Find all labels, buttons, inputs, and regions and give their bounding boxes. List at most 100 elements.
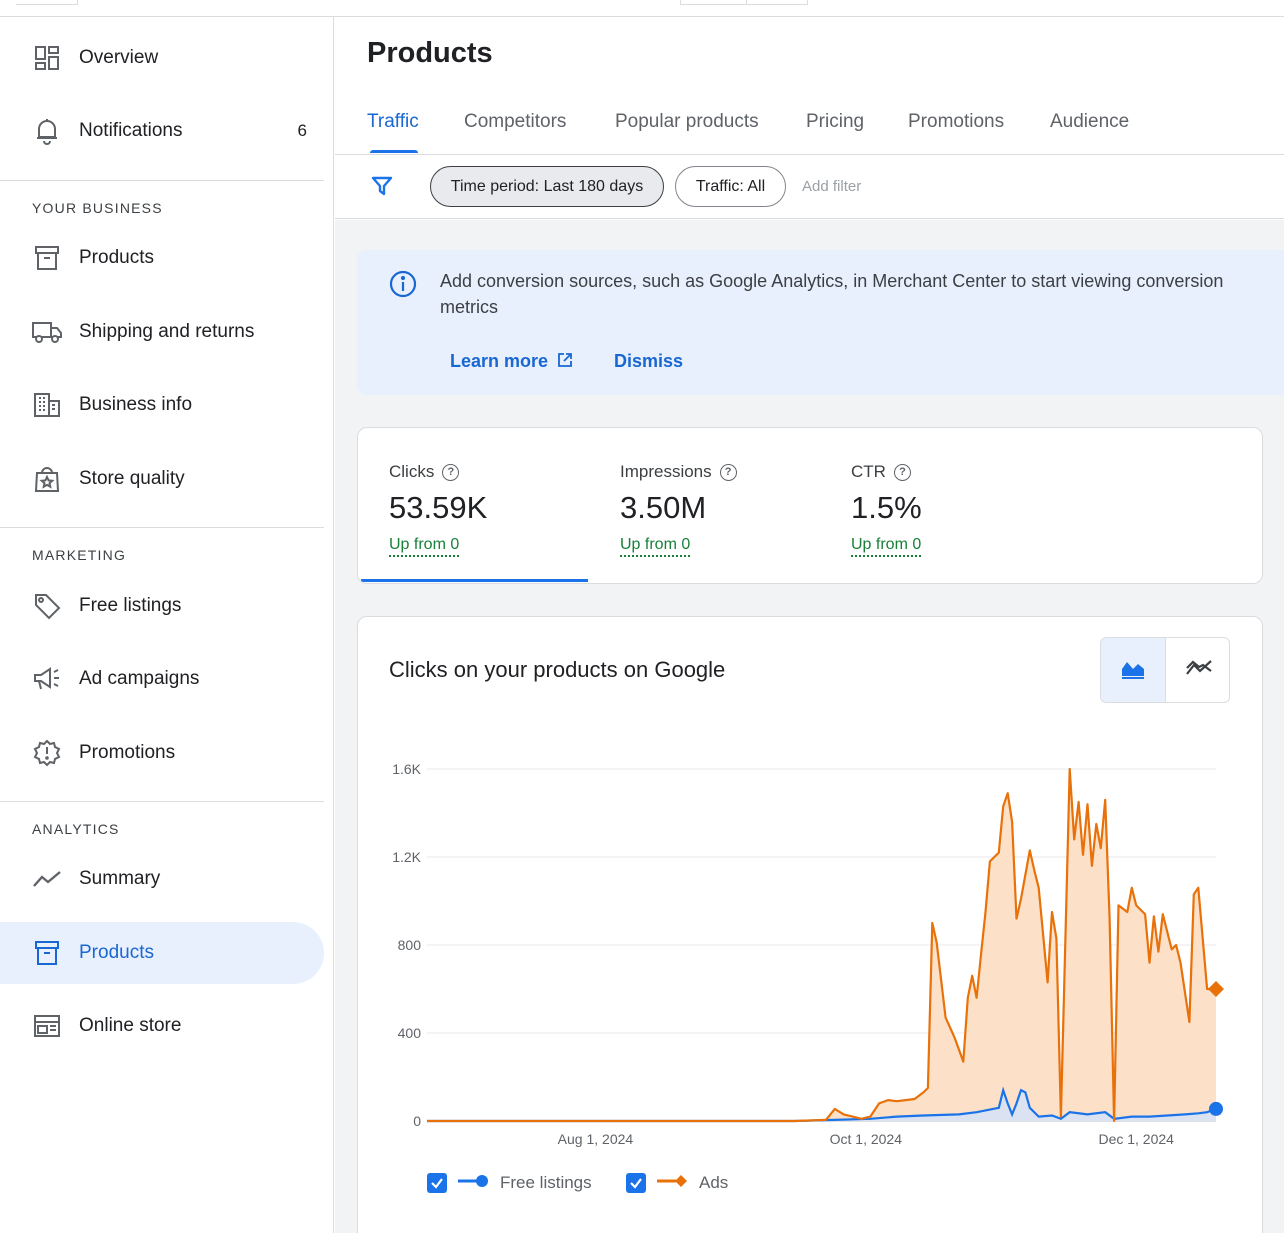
tab-bar: Traffic Competitors Popular products Pri… [335,95,1284,155]
area-chart-toggle-button[interactable] [1101,638,1166,702]
learn-more-link[interactable]: Learn more [450,351,573,372]
metric-trend: Up from 0 [620,536,691,557]
metric-label-row: Impressions ? [620,462,737,482]
x-tick-label: Oct 1, 2024 [830,1131,903,1147]
metric-clicks[interactable]: Clicks ? 53.59K Up from 0 [358,428,588,583]
sidebar-item-label: Promotions [79,742,176,763]
sidebar-item-label: Summary [79,868,161,889]
toolbar-segment [680,0,808,5]
banner-message: Add conversion sources, such as Google A… [440,271,1224,317]
clicks-chart: 0 400 800 1.2K 1.6K Aug 1, 2024 Oct 1, 2024 Dec… [392,761,1224,1147]
metric-value: 3.50M [620,490,707,525]
megaphone-icon [32,664,62,694]
help-icon[interactable]: ? [893,463,911,481]
legend-ads[interactable]: Ads [626,1173,728,1193]
storefront-window-icon [32,1011,62,1041]
legend-free-listings[interactable]: Free listings [427,1173,592,1193]
trend-line-icon [32,864,62,894]
metric-trend: Up from 0 [851,536,922,557]
metric-ctr[interactable]: CTR ? 1.5% Up from 0 [820,428,1050,583]
sidebar-item-label: Ad campaigns [79,668,200,689]
help-icon[interactable]: ? [442,463,460,481]
help-icon[interactable]: ? [719,463,737,481]
sidebar-item-ad-campaigns[interactable]: Ad campaigns [0,648,324,710]
truck-icon [32,317,62,347]
learn-more-label: Learn more [450,351,549,371]
sidebar-item-label: Overview [79,47,159,68]
y-tick-label: 1.2K [392,849,421,865]
area-chart-icon [1120,657,1146,684]
notification-count-badge: 6 [297,121,307,140]
sidebar-divider [0,527,324,528]
metric-impressions[interactable]: Impressions ? 3.50M Up from 0 [589,428,819,583]
sidebar-divider [0,801,324,802]
y-tick-label: 0 [413,1113,421,1129]
sidebar-item-label: Business info [79,394,193,415]
main-content: Products Traffic Competitors Popular pro… [335,17,1284,1233]
metric-label-row: Clicks ? [389,462,460,482]
sidebar-item-free-listings[interactable]: Free listings [0,575,324,637]
sidebar-item-business-info[interactable]: Business info [0,374,324,436]
tab-competitors[interactable]: Competitors [464,111,567,132]
tab-audience[interactable]: Audience [1050,111,1130,132]
page-title: Products [367,37,493,69]
building-icon [32,390,62,420]
sidebar-item-summary[interactable]: Summary [0,848,324,910]
tab-popular-products[interactable]: Popular products [615,111,759,132]
time-period-chip[interactable]: Time period: Last 180 days [430,166,664,207]
line-chart-toggle-button[interactable] [1166,638,1229,702]
checkbox-checked-icon[interactable] [626,1173,646,1193]
series-marker-circle-icon [457,1173,489,1193]
y-tick-label: 400 [398,1025,422,1041]
sidebar-item-label: Products [79,247,154,268]
add-filter-input[interactable]: Add filter [802,178,862,195]
conversion-info-banner: Add conversion sources, such as Google A… [357,250,1284,395]
sidebar-item-shipping-and-returns[interactable]: Shipping and returns [0,301,324,363]
sidebar-item-overview[interactable]: Overview [0,27,324,89]
y-tick-label: 800 [398,937,422,953]
shopping-bag-star-icon [32,464,62,494]
line-chart-icon [1185,658,1213,683]
legend-label: Free listings [500,1173,592,1192]
sidebar-item-label: Shipping and returns [79,321,255,342]
archive-box-icon [32,938,62,968]
metric-label-row: CTR ? [851,462,911,482]
chart-title: Clicks on your products on Google [389,657,726,682]
sidebar-item-store-quality[interactable]: Store quality [0,448,324,510]
archive-box-icon [32,243,62,273]
x-tick-label: Aug 1, 2024 [558,1131,634,1147]
toolbar-segment [16,0,78,5]
sidebar-item-label: Online store [79,1015,182,1036]
sidebar-item-products[interactable]: Products [0,227,324,289]
metric-label: CTR [851,462,886,481]
tab-traffic[interactable]: Traffic [367,111,419,132]
traffic-filter-chip[interactable]: Traffic: All [675,166,786,207]
legend-label: Ads [699,1173,729,1192]
sidebar-item-online-store[interactable]: Online store [0,995,324,1057]
free-listings-line [427,1086,1217,1123]
tag-icon [32,591,62,621]
section-title-your-business: YOUR BUSINESS [32,200,163,216]
ads-line [427,767,1216,1123]
sidebar-item-promotions[interactable]: Promotions [0,722,324,784]
checkbox-checked-icon[interactable] [427,1173,447,1193]
ads-end-marker [1208,981,1224,997]
sidebar-item-label: Store quality [79,468,185,489]
metric-label: Impressions [620,462,712,481]
tab-pricing[interactable]: Pricing [806,111,865,132]
sidebar-item-notifications[interactable]: Notifications 6 [0,100,324,162]
tab-promotions[interactable]: Promotions [908,111,1005,132]
metrics-card: Clicks ? 53.59K Up from 0 Impressions ? … [357,427,1263,584]
sidebar-item-analytics-products[interactable]: Products [0,922,324,984]
series-marker-diamond-icon [656,1173,688,1193]
section-title-analytics: ANALYTICS [32,821,120,837]
chart-card: Clicks on your products on Google 0 400 80… [357,616,1263,1233]
metric-value: 1.5% [851,490,922,525]
metric-value: 53.59K [389,490,488,525]
filter-funnel-icon[interactable] [371,175,393,202]
free-listings-end-marker [1209,1101,1223,1116]
dashboard-icon [32,43,62,73]
dismiss-button[interactable]: Dismiss [614,351,684,371]
promotion-badge-icon [32,738,62,768]
metric-trend: Up from 0 [389,536,460,557]
